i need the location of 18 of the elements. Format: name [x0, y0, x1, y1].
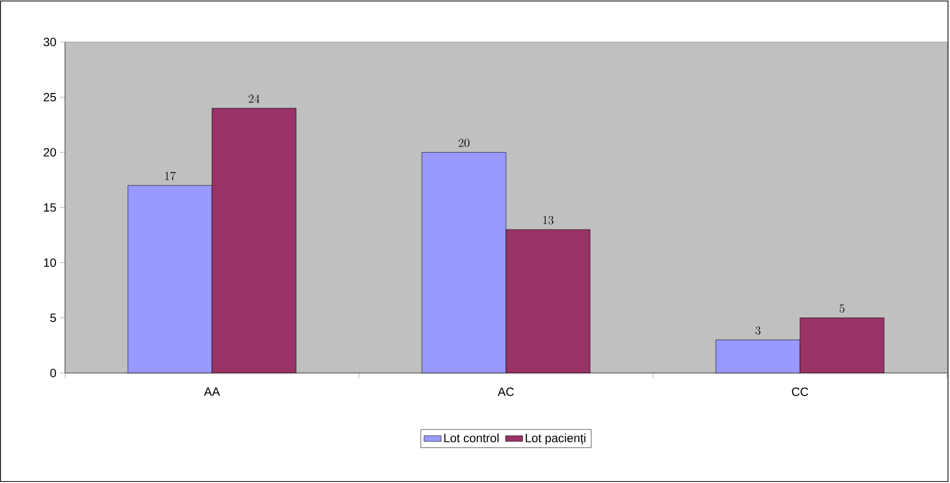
y-tick-label: 5 [50, 314, 56, 322]
x-tick-label: AC [498, 388, 514, 396]
y-tick-label: 15 [44, 203, 56, 212]
data-label: 3 [756, 326, 760, 335]
legend-label: Lot control [444, 433, 499, 442]
x-tick-label: CC [792, 388, 808, 396]
data-label: 17 [165, 172, 176, 180]
x-tick-label: AA [204, 388, 220, 396]
y-tick-label: 30 [44, 38, 56, 46]
data-label: 24 [248, 94, 260, 103]
data-label: 5 [840, 304, 844, 313]
y-tick-label: 0 [50, 368, 56, 378]
y-tick-label: 20 [44, 148, 56, 157]
data-label: 13 [543, 216, 554, 224]
legend-label: Lot pacienți [526, 433, 586, 445]
y-tick-label: 25 [44, 92, 56, 102]
data-label: 20 [458, 138, 470, 148]
y-tick-label: 10 [44, 258, 56, 267]
